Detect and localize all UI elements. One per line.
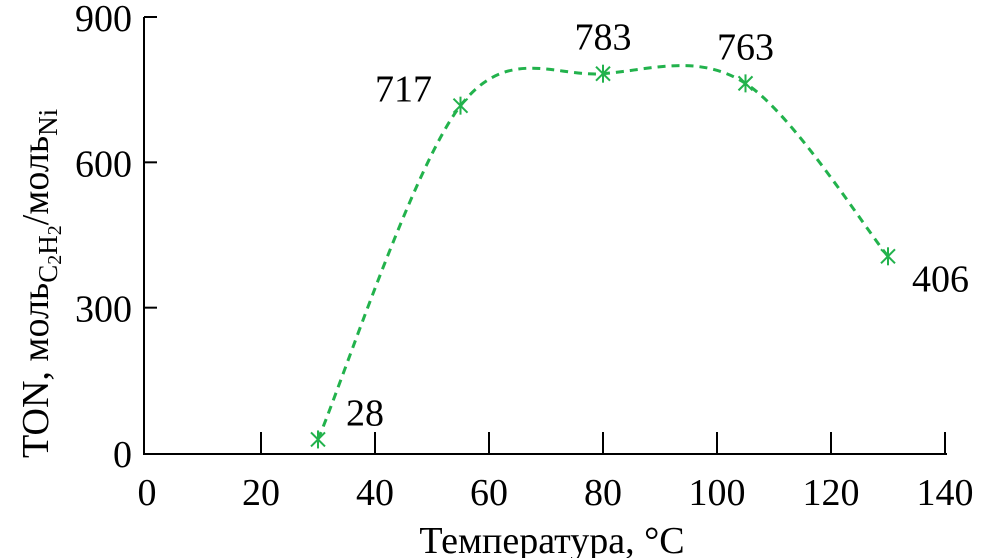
x-tick-label: 40 xyxy=(356,472,394,514)
x-tick-label: 100 xyxy=(689,472,746,514)
data-label: 763 xyxy=(717,26,774,68)
x-tick-label: 120 xyxy=(803,472,860,514)
data-point-marker xyxy=(310,430,326,449)
axes xyxy=(143,17,947,455)
y-tick-label: 0 xyxy=(113,434,132,476)
data-label: 783 xyxy=(575,17,632,59)
x-tick-label: 140 xyxy=(917,472,974,514)
data-point-marker xyxy=(595,64,611,83)
data-label: 28 xyxy=(346,392,384,434)
data-point-marker xyxy=(737,74,754,93)
y-axis-label: TON, мольC2H2/мольNi xyxy=(15,109,66,458)
x-axis-label: Температура, °С xyxy=(419,520,684,558)
data-point-marker xyxy=(880,247,896,266)
x-tick-label: 80 xyxy=(584,472,622,514)
y-tick-label: 900 xyxy=(75,0,132,40)
data-point-marker xyxy=(452,96,469,115)
y-tick-label: 300 xyxy=(75,289,132,331)
x-tick-label: 60 xyxy=(470,472,508,514)
series-line xyxy=(316,64,890,441)
x-tick-label: 0 xyxy=(138,472,157,514)
y-tick-label: 600 xyxy=(75,143,132,185)
x-tick-label: 20 xyxy=(242,472,280,514)
data-label: 406 xyxy=(912,258,969,300)
data-label: 717 xyxy=(375,69,432,111)
